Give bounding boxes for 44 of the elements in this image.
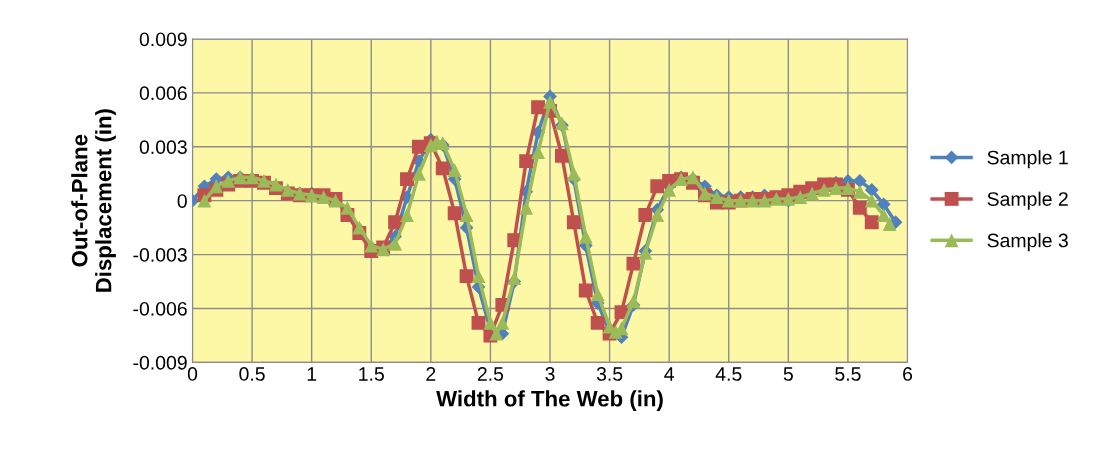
- x-tick-label: 3: [545, 367, 555, 381]
- y-tick-label: 0.006: [139, 86, 187, 101]
- point: [471, 315, 486, 330]
- point: [388, 215, 403, 230]
- x-tick-label: 3.5: [596, 367, 623, 381]
- point: [459, 269, 474, 284]
- point: [650, 179, 665, 194]
- point: [519, 154, 534, 169]
- x-tick-label: 2: [426, 367, 436, 381]
- y-tick-label: -0.006: [133, 301, 187, 316]
- x-tick-label: 5.5: [835, 367, 861, 381]
- point: [578, 283, 593, 298]
- point: [447, 206, 462, 221]
- point: [864, 215, 879, 230]
- y-tick-label: 0.009: [139, 32, 187, 47]
- y-tick-label: 0.003: [139, 140, 187, 155]
- point: [852, 200, 867, 215]
- x-axis-title: Width of The Web (in): [436, 390, 663, 411]
- point: [590, 315, 605, 330]
- x-tick-label: 6: [903, 367, 913, 381]
- legend-label: Sample 2: [987, 191, 1068, 210]
- point: [554, 148, 569, 163]
- point: [852, 174, 867, 188]
- x-tick-label: 2.5: [477, 367, 504, 381]
- x-tick-label: 4.5: [715, 367, 742, 381]
- y-axis-title: Out-of-Plane Displacement (in): [71, 109, 116, 292]
- x-tick-label: 1: [307, 367, 317, 381]
- x-tick-label: 4: [664, 367, 675, 381]
- point: [435, 161, 450, 176]
- x-tick-label: 0.5: [239, 367, 265, 381]
- x-tick-label: 5: [783, 367, 793, 381]
- point: [876, 197, 891, 212]
- point: [626, 256, 641, 271]
- y-tick-label: 0: [177, 194, 187, 208]
- legend-label: Sample 1: [987, 150, 1068, 169]
- y-tick-label: -0.009: [133, 355, 187, 370]
- x-tick-label: 1.5: [359, 367, 384, 381]
- point: [864, 183, 879, 197]
- x-tick-label: 0: [187, 367, 198, 381]
- legend-label: Sample 3: [987, 233, 1068, 252]
- point: [400, 172, 414, 187]
- y-tick-label: -0.003: [133, 248, 187, 262]
- point: [638, 208, 653, 222]
- point: [566, 215, 581, 230]
